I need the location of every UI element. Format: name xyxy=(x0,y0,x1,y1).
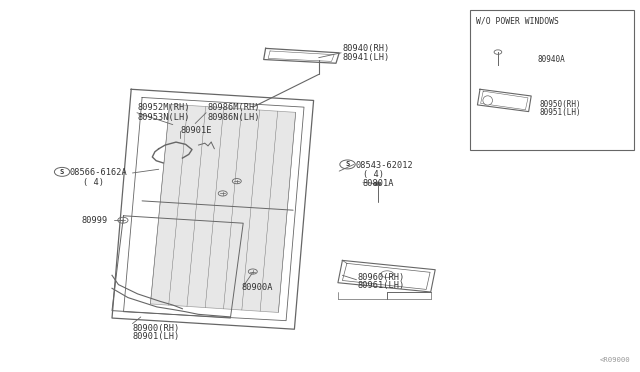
Text: 80950(RH): 80950(RH) xyxy=(540,100,581,109)
Text: 80953N(LH): 80953N(LH) xyxy=(138,113,190,122)
Text: 80940A: 80940A xyxy=(538,55,565,64)
Text: 80901E: 80901E xyxy=(180,126,212,135)
Text: 80961(LH): 80961(LH) xyxy=(357,281,404,290)
Text: 80951(LH): 80951(LH) xyxy=(540,108,581,117)
Bar xyxy=(470,10,634,150)
Text: 08543-62012: 08543-62012 xyxy=(355,161,413,170)
Polygon shape xyxy=(150,104,296,312)
Text: 80900(RH): 80900(RH) xyxy=(132,324,180,333)
Text: 80901(LH): 80901(LH) xyxy=(132,332,180,341)
Text: 08566-6162A: 08566-6162A xyxy=(69,169,127,177)
Text: 80940(RH): 80940(RH) xyxy=(342,44,390,53)
Text: S: S xyxy=(346,161,349,167)
Text: 80986M(RH): 80986M(RH) xyxy=(208,103,260,112)
Circle shape xyxy=(374,182,381,186)
Text: S: S xyxy=(60,169,64,175)
Text: 80960(RH): 80960(RH) xyxy=(357,273,404,282)
Text: 80801A: 80801A xyxy=(363,179,394,188)
Text: 80952M(RH): 80952M(RH) xyxy=(138,103,190,112)
Text: ( 4): ( 4) xyxy=(363,170,384,179)
Text: 80941(LH): 80941(LH) xyxy=(342,53,390,62)
Text: W/O POWER WINDOWS: W/O POWER WINDOWS xyxy=(476,17,558,26)
Text: <R09000: <R09000 xyxy=(600,357,630,363)
Text: 80900A: 80900A xyxy=(242,283,273,292)
Text: 80999: 80999 xyxy=(82,216,108,225)
Ellipse shape xyxy=(381,271,394,278)
Text: ( 4): ( 4) xyxy=(83,178,104,187)
Ellipse shape xyxy=(483,96,493,105)
Text: 80986N(LH): 80986N(LH) xyxy=(208,113,260,122)
